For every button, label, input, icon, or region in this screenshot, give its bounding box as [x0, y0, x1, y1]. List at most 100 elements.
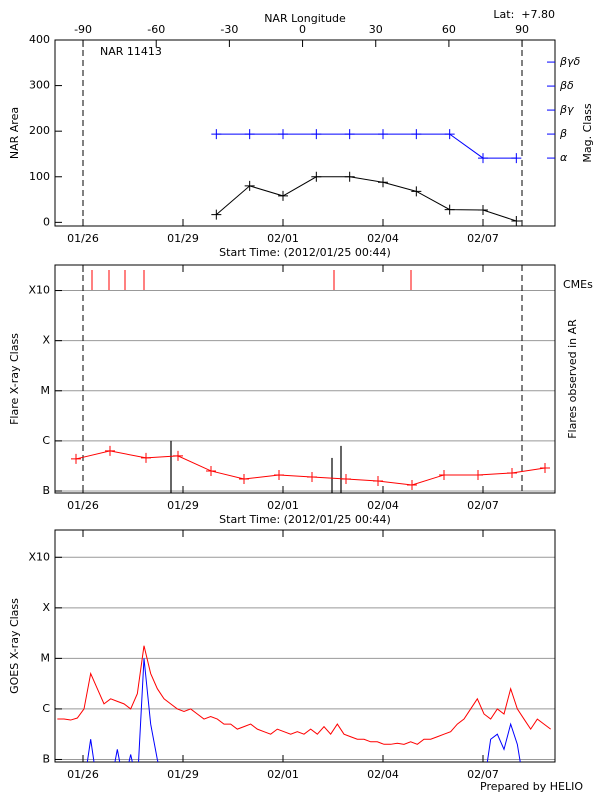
y-tick-label: X10 [28, 284, 50, 297]
x-tick-label: 01/29 [167, 768, 199, 781]
point-marker [344, 171, 355, 182]
point-marker [311, 129, 322, 140]
point-marker [540, 462, 550, 473]
point-marker [307, 471, 317, 482]
y-tick-label: C [42, 702, 50, 715]
y-axis-label: GOES X-ray Class [8, 598, 21, 694]
x-tick-label: 02/01 [267, 768, 299, 781]
y-tick-label: M [41, 384, 51, 397]
y-axis-label: NAR Area [8, 107, 21, 159]
plot-frame [54, 39, 556, 227]
point-marker [407, 479, 417, 490]
point-marker [311, 171, 322, 182]
x-tick-label: 02/07 [467, 768, 499, 781]
x2-tick-label: 90 [515, 23, 529, 36]
point-marker [141, 452, 151, 463]
x2-axis-label: NAR Longitude [264, 12, 346, 25]
series-line [216, 133, 517, 159]
point-marker [478, 153, 488, 164]
y-tick-label: B [42, 752, 50, 765]
plot-area [211, 129, 522, 226]
point-marker [478, 205, 488, 216]
y-axis-label: Flare X-ray Class [8, 333, 21, 425]
x-tick-label: 01/29 [167, 232, 199, 245]
point-marker [244, 180, 255, 191]
point-marker [211, 129, 222, 140]
point-marker [105, 445, 115, 456]
x-tick-label: 02/04 [367, 499, 399, 512]
y2-tick-label: βγ [559, 103, 574, 116]
x-tick-label: 02/04 [367, 768, 399, 781]
plot-area [71, 270, 550, 493]
y2-tick-label: α [560, 151, 568, 164]
plot-frame [54, 529, 556, 763]
point-marker [411, 186, 422, 197]
x2-tick-label: -90 [74, 23, 92, 36]
y-tick-label: 300 [29, 79, 50, 92]
x2-tick-label: -60 [147, 23, 165, 36]
point-marker [444, 204, 455, 215]
point-marker [439, 469, 449, 480]
plot-frame [54, 264, 556, 494]
y-tick-label: X [42, 334, 50, 347]
point-marker [211, 209, 222, 220]
x-axis-label: Start Time: (2012/01/25 00:44) [219, 513, 391, 526]
x2-tick-label: -30 [220, 23, 238, 36]
x2-tick-label: 30 [369, 23, 383, 36]
y-tick-label: M [41, 651, 51, 664]
chart-title: NAR 11413 [100, 45, 162, 58]
point-marker [71, 453, 81, 464]
y2-axis-label: Mag. Class [581, 103, 594, 162]
x-tick-label: 02/01 [267, 232, 299, 245]
x-axis-label: Start Time: (2012/01/25 00:44) [219, 246, 391, 259]
point-marker [378, 177, 388, 188]
y2-tick-label: βγδ [559, 55, 581, 68]
y-tick-label: B [42, 484, 50, 497]
y2-tick-label: βδ [559, 79, 574, 92]
x-tick-label: 01/29 [167, 499, 199, 512]
annotation: Lat: +7.80 [493, 8, 555, 21]
point-marker [511, 153, 522, 164]
point-marker [274, 469, 284, 480]
point-marker [239, 473, 249, 484]
point-marker [444, 129, 455, 140]
point-marker [173, 450, 183, 461]
y-tick-label: 200 [29, 124, 50, 137]
y2-tick-label: β [559, 127, 567, 140]
x-tick-label: 02/07 [467, 499, 499, 512]
y2-axis-label: Flares observed in AR [566, 319, 579, 439]
point-marker [341, 473, 351, 484]
y-tick-label: 0 [43, 215, 50, 228]
x-tick-label: 01/26 [67, 768, 99, 781]
x-tick-label: 01/26 [67, 232, 99, 245]
y-tick-label: 400 [29, 33, 50, 46]
x-tick-label: 01/26 [67, 499, 99, 512]
y-tick-label: C [42, 434, 50, 447]
point-marker [378, 129, 388, 140]
point-marker [344, 129, 355, 140]
x2-tick-label: 60 [442, 23, 456, 36]
y-tick-label: 100 [29, 170, 50, 183]
plot-area [57, 645, 551, 762]
point-marker [206, 465, 216, 476]
cme-label: CMEs [563, 278, 593, 291]
point-marker [507, 467, 517, 478]
point-marker [244, 129, 255, 140]
point-marker [373, 475, 383, 486]
x-tick-label: 02/07 [467, 232, 499, 245]
point-marker [511, 215, 522, 226]
series-line [216, 176, 517, 222]
point-marker [473, 469, 483, 480]
x-tick-label: 02/04 [367, 232, 399, 245]
footer: Prepared by HELIO [480, 780, 583, 793]
y-tick-label: X10 [28, 550, 50, 563]
series-line [86, 658, 521, 762]
point-marker [278, 190, 288, 201]
x2-tick-label: 0 [299, 23, 306, 36]
y-tick-label: X [42, 601, 50, 614]
series-line [57, 645, 551, 745]
x-tick-label: 02/01 [267, 499, 299, 512]
point-marker [278, 129, 288, 140]
point-marker [411, 129, 422, 140]
